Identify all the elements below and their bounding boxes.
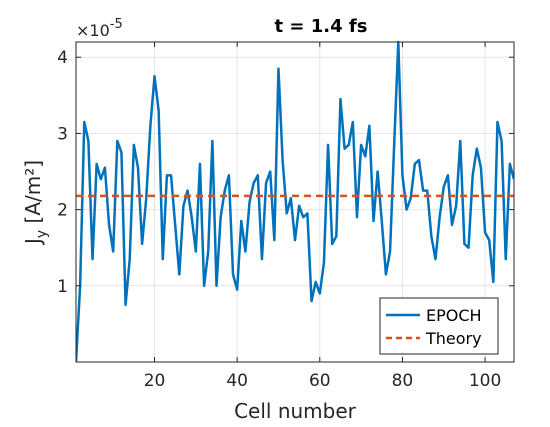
- x-tick-label: 20: [144, 371, 166, 391]
- y-axis-label-subscript: y: [34, 230, 50, 238]
- y-tick-label: 3: [57, 124, 68, 144]
- legend-box: [379, 297, 499, 355]
- series-line-epoch: [76, 40, 514, 362]
- series-layer: [76, 40, 514, 362]
- y-tick-label: 4: [57, 48, 68, 68]
- chart-title: t = 1.4 fs: [275, 16, 368, 37]
- grid-layer: [76, 42, 514, 362]
- plot-frame: [75, 41, 515, 363]
- y-multiplier-exponent: -5: [110, 17, 123, 32]
- y-tick-label: 2: [57, 201, 68, 221]
- legend: EPOCH Theory: [379, 297, 499, 355]
- y-axis-multiplier: ×10-5: [76, 17, 123, 40]
- x-tick-label: 60: [309, 371, 331, 391]
- y-multiplier-base: ×10: [76, 21, 110, 40]
- tick-layer: 20 40 60 80 100 1 2 3 4: [57, 42, 514, 391]
- x-tick-label: 100: [469, 371, 501, 391]
- y-tick-label: 1: [57, 277, 68, 297]
- legend-label-epoch: EPOCH: [426, 306, 482, 325]
- x-axis-label: Cell number: [234, 399, 357, 423]
- y-axis-label-unit: [A/m²]: [21, 160, 45, 230]
- x-tick-label: 40: [226, 371, 248, 391]
- y-axis-label-main: J: [21, 238, 45, 246]
- legend-label-theory: Theory: [425, 329, 482, 348]
- x-tick-label: 80: [392, 371, 414, 391]
- y-axis-label: Jy [A/m²]: [21, 160, 50, 246]
